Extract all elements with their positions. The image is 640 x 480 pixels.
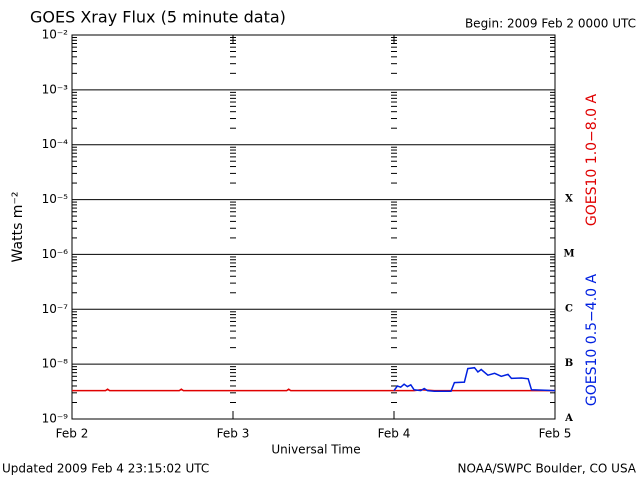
footer-left: Updated 2009 Feb 4 23:15:02 UTC	[2, 462, 209, 476]
y-tick-label: 10⁻³	[42, 82, 69, 96]
y-tick-label: 10⁻⁷	[42, 302, 69, 316]
series-line	[72, 388, 555, 392]
plot-frame	[71, 34, 556, 420]
y-tick-label: 10⁻⁸	[42, 357, 69, 371]
flare-class: X	[565, 194, 573, 205]
chart-title: GOES Xray Flux (5 minute data)	[30, 8, 286, 27]
series-line	[393, 366, 556, 393]
y-axis-label: Watts m⁻²	[10, 192, 26, 263]
x-tick-label: Feb 4	[378, 427, 411, 441]
y-tick-label: 10⁻²	[42, 28, 69, 42]
x-tick-label: Feb 2	[56, 427, 89, 441]
legend-entry: GOES10 0.5−4.0 A	[584, 274, 600, 407]
legend-entry: GOES10 1.0−8.0 A	[584, 94, 600, 227]
y-tick-label: 10⁻⁹	[42, 412, 69, 426]
x-tick-label: Feb 3	[217, 427, 250, 441]
x-tick-label: Feb 5	[539, 427, 572, 441]
y-tick-label: 10⁻⁶	[42, 247, 69, 261]
flare-class: B	[565, 358, 573, 369]
y-tick-label: 10⁻⁵	[42, 192, 69, 206]
flare-class: M	[563, 249, 574, 260]
footer-right: NOAA/SWPC Boulder, CO USA	[458, 462, 637, 476]
flare-class: A	[564, 413, 573, 424]
x-axis-label: Universal Time	[271, 443, 360, 457]
chart-subtitle: Begin: 2009 Feb 2 0000 UTC	[465, 17, 636, 31]
flare-class: C	[565, 303, 573, 314]
y-tick-label: 10⁻⁴	[42, 137, 69, 151]
